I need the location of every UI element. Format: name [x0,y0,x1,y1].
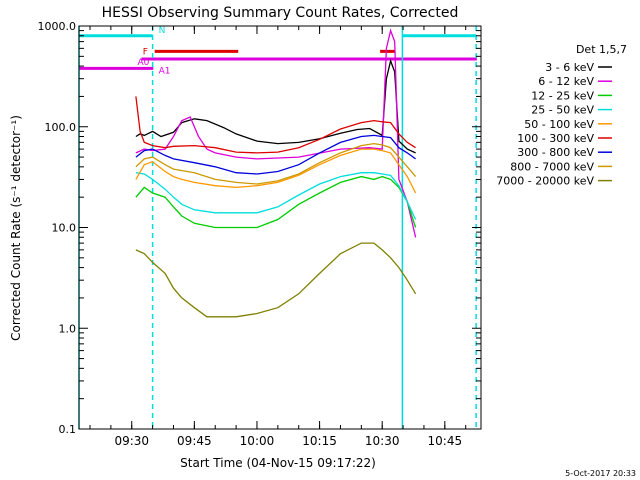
x-tick-label: 10:15 [302,434,337,448]
flag-label-n: N [159,26,166,36]
legend-label-7000-20000-kev: 7000 - 20000 keV [496,175,594,188]
y-tick-label: 0.1 [59,423,77,436]
flag-label-a0: A0 [137,58,149,68]
legend-label-800-7000-kev: 800 - 7000 keV [510,160,594,173]
series-line-800-7000-kev [135,142,417,185]
y-axis-label: Corrected Count Rate (s⁻¹ detector⁻¹) [9,115,23,341]
legend-label-25-50-kev: 25 - 50 keV [531,104,594,117]
x-tick-label: 10:00 [240,434,275,448]
chart-title: HESSI Observing Summary Count Rates, Cor… [102,5,459,21]
x-axis-label: Start Time (04-Nov-15 09:17:22) [180,456,376,470]
axes-layer: 0.1 1.0 10.0 100.0 1000.0 09:30 09:45 10:00 10:1… [38,20,481,448]
x-tick-label: 10:30 [365,434,400,448]
flag-label-f: F [143,47,148,57]
legend-label-6-12-kev: 6 - 12 keV [538,75,594,88]
x-tick-label: 09:45 [177,434,212,448]
series-line-50-100-kev [135,148,417,194]
legend-label-50-100-kev: 50 - 100 keV [524,118,594,131]
y-tick-label: 1000.0 [38,20,77,33]
legend-label-100-300-kev: 100 - 300 keV [517,132,594,145]
legend-label-300-800-kev: 300 - 800 keV [517,146,594,159]
flag-bars-layer: N FA0 A1 [79,26,477,76]
legend-title: Det 1,5,7 [576,43,627,56]
series-line-6-12-kev [135,28,417,238]
series-line-3-6-kev [135,58,416,154]
y-tick-label: 100.0 [45,121,77,134]
series-line-100-300-kev [135,96,416,154]
legend-label-3-6-kev: 3 - 6 keV [545,61,594,74]
series-line-300-800-kev [135,134,416,175]
y-tick-label: 10.0 [52,222,77,235]
x-tick-label: 09:30 [114,434,149,448]
series-line-12-25-kev [135,175,417,229]
x-tick-label: 10:45 [428,434,463,448]
flag-label-a1: A1 [159,66,171,76]
y-tick-label: 1.0 [59,322,77,335]
legend-label-12-25-kev: 12 - 25 keV [531,89,594,102]
date-stamp: 5-Oct-2017 20:33 [565,469,636,478]
series-line-7000-20000-kev [135,242,417,318]
series-layer [135,28,417,318]
series-line-25-50-kev [135,172,417,220]
